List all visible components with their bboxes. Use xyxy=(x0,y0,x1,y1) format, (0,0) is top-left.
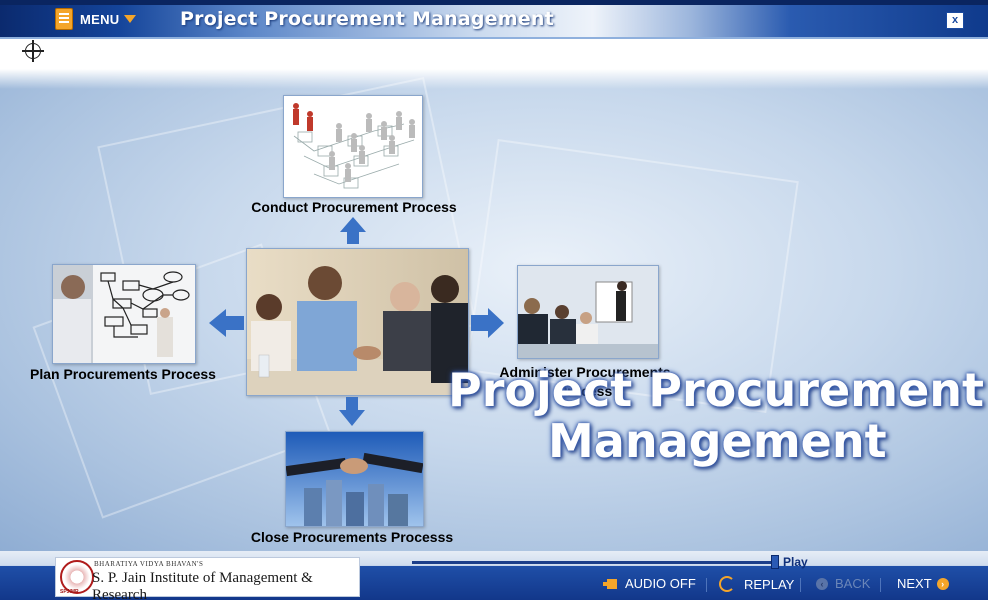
administer-procurement-label-line1: Administer Procurements xyxy=(499,364,671,380)
menu-label: MENU xyxy=(80,11,120,27)
page-title: Project Procurement Management xyxy=(180,8,554,30)
divider xyxy=(706,578,707,592)
progress-track[interactable] xyxy=(412,561,774,564)
back-label: BACK xyxy=(835,576,871,591)
divider xyxy=(880,578,881,592)
arrow-right-icon xyxy=(471,308,504,338)
conduct-procurement-image xyxy=(283,95,423,198)
chevron-right-icon: › xyxy=(936,577,949,590)
team-meeting-image xyxy=(246,248,469,396)
plan-procurement-image xyxy=(52,264,196,364)
close-procurement-image xyxy=(285,431,424,527)
speaker-icon xyxy=(603,578,617,589)
plan-procurement-label: Plan Procurements Process xyxy=(30,366,216,382)
org-name: S. P. Jain Institute of Management & Res… xyxy=(92,570,313,603)
hero-title-line2: Management xyxy=(548,414,887,468)
hero-title-line1: Project Procurement xyxy=(448,363,985,417)
institute-seal-icon xyxy=(60,560,94,594)
progress-handle[interactable] xyxy=(771,555,779,569)
administer-procurement-image xyxy=(517,265,659,359)
play-button[interactable]: Play xyxy=(783,555,808,569)
arrow-down-icon xyxy=(339,397,365,426)
conduct-procurement-label: Conduct Procurement Process xyxy=(251,199,457,215)
next-label: NEXT xyxy=(897,576,932,591)
menu-list-icon xyxy=(55,8,73,30)
audio-label: AUDIO OFF xyxy=(625,576,696,591)
chevron-left-icon: ‹ xyxy=(816,577,828,590)
replay-label: REPLAY xyxy=(744,576,795,592)
arrow-left-icon xyxy=(209,309,244,337)
close-button[interactable]: x xyxy=(946,12,964,29)
menu-button[interactable]: MENU xyxy=(55,6,155,32)
arrow-up-icon xyxy=(340,217,366,244)
replay-icon xyxy=(719,576,735,592)
close-procurement-label: Close Procurements Processs xyxy=(250,529,454,545)
chevron-down-icon xyxy=(124,15,137,23)
progress-fill xyxy=(412,561,771,564)
audio-toggle-button[interactable]: AUDIO OFF xyxy=(603,576,696,591)
next-button[interactable]: NEXT › xyxy=(897,576,949,591)
institute-logo: BHARATIYA VIDYA BHAVAN'S S. P. Jain Inst… xyxy=(55,557,360,603)
top-bar: MENU Project Procurement Management x xyxy=(0,0,988,39)
org-abbreviation: SPJIMR xyxy=(60,589,79,595)
administer-procurement-label-line2: Process xyxy=(557,383,613,399)
divider xyxy=(800,578,801,592)
org-tagline: BHARATIYA VIDYA BHAVAN'S xyxy=(94,560,204,568)
back-button[interactable]: ‹ BACK xyxy=(816,576,870,591)
crosshair-icon xyxy=(22,40,44,62)
replay-button[interactable]: REPLAY xyxy=(719,576,794,592)
